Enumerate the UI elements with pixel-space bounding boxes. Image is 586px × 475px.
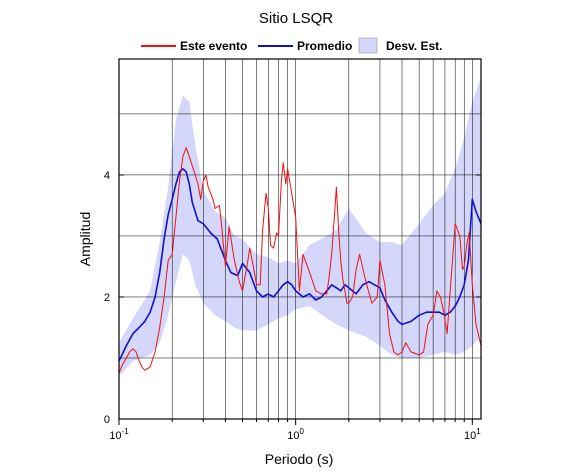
std-band [119,77,481,377]
x-axis-label: Periodo (s) [265,451,333,467]
y-tick-label: 0 [104,414,110,426]
tick-layer: 0 2 4 10-1 100 101 [104,170,481,442]
legend-label-promedio: Promedio [297,39,352,53]
legend-label-desv-est: Desv. Est. [386,39,442,53]
y-axis-label: Amplitud [77,212,93,266]
legend: Este evento Promedio Desv. Est. [141,37,442,54]
series-layer [118,147,482,374]
series-line-este-evento [118,147,482,374]
std-band-layer [119,77,481,377]
grid-layer [119,59,481,419]
plot-frame [118,58,482,420]
chart-title: Sitio LSQR [259,10,333,27]
x-tick-label: 10-1 [109,427,129,442]
legend-label-este-evento: Este evento [180,39,247,53]
series-line-promedio [118,168,482,362]
y-tick-label: 2 [104,292,110,304]
y-tick-label: 4 [104,170,110,182]
legend-swatch-desv-est [358,37,378,54]
x-tick-label: 101 [464,427,481,442]
x-tick-label: 100 [287,427,304,442]
